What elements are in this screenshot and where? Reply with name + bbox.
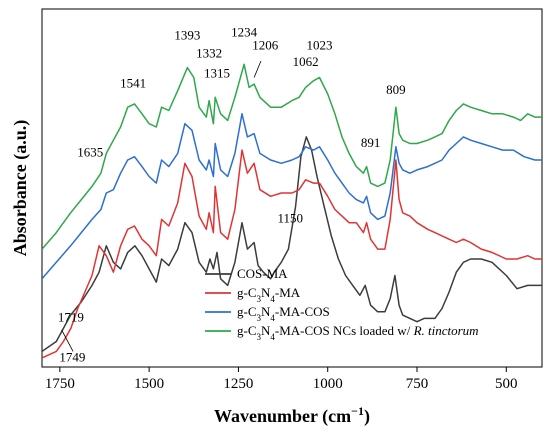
- peak-label-1393: 1393: [174, 28, 200, 43]
- legend-label-2: g-C3N4-MA: [237, 285, 301, 304]
- legend-label-1: COS-MA: [237, 266, 288, 281]
- peak-label-1749: 1749: [59, 349, 85, 364]
- peak-label-1234: 1234: [231, 24, 258, 39]
- x-axis-title-close: ): [364, 406, 370, 427]
- legend-label-4: g-C3N4-MA-COS NCs loaded w/ R. tinctorum: [237, 323, 479, 342]
- series-line-1: [42, 136, 542, 353]
- peak-label-1719: 1719: [58, 310, 84, 325]
- series-line-4: [42, 63, 542, 250]
- x-tick-label-4: 1000: [313, 376, 343, 392]
- x-axis-title-sup: −1: [351, 404, 364, 418]
- peak-label-1635: 1635: [77, 145, 103, 160]
- peak-label-1150: 1150: [277, 211, 303, 226]
- x-tick-label-1: 1750: [45, 376, 75, 392]
- y-axis-title: Absorbance (a.u.): [10, 120, 31, 257]
- peak-label-1541: 1541: [120, 75, 146, 90]
- legend: COS-MA g-C3N4-MAg-C3N4-MA-COSg-C3N4-MA-CO…: [205, 266, 479, 342]
- x-axis: 1750 1500 1250 1000 750 500: [45, 367, 518, 392]
- x-tick-label-2: 1500: [134, 376, 164, 392]
- x-axis-title-text: Wavenumber (cm: [214, 406, 351, 427]
- series-line-2: [42, 149, 542, 359]
- peak-label-1023: 1023: [307, 37, 333, 52]
- x-axis-title: Wavenumber (cm−1): [214, 404, 370, 427]
- leader-line-1206: [253, 60, 262, 78]
- peak-label-1062: 1062: [293, 54, 319, 69]
- x-tick-label-3: 1250: [223, 376, 253, 392]
- x-tick-label-6: 500: [495, 376, 518, 392]
- x-tick-label-5: 750: [406, 376, 429, 392]
- peak-label-809: 809: [386, 82, 406, 97]
- series-line-3: [42, 113, 542, 280]
- plot-frame: [41, 8, 543, 368]
- peak-label-891: 891: [361, 135, 381, 150]
- leader-line-1749: [61, 329, 74, 352]
- peak-label-1206: 1206: [252, 37, 279, 52]
- peak-label-1332: 1332: [196, 46, 222, 61]
- legend-label-3: g-C3N4-MA-COS: [237, 304, 330, 323]
- peak-label-1315: 1315: [204, 66, 230, 81]
